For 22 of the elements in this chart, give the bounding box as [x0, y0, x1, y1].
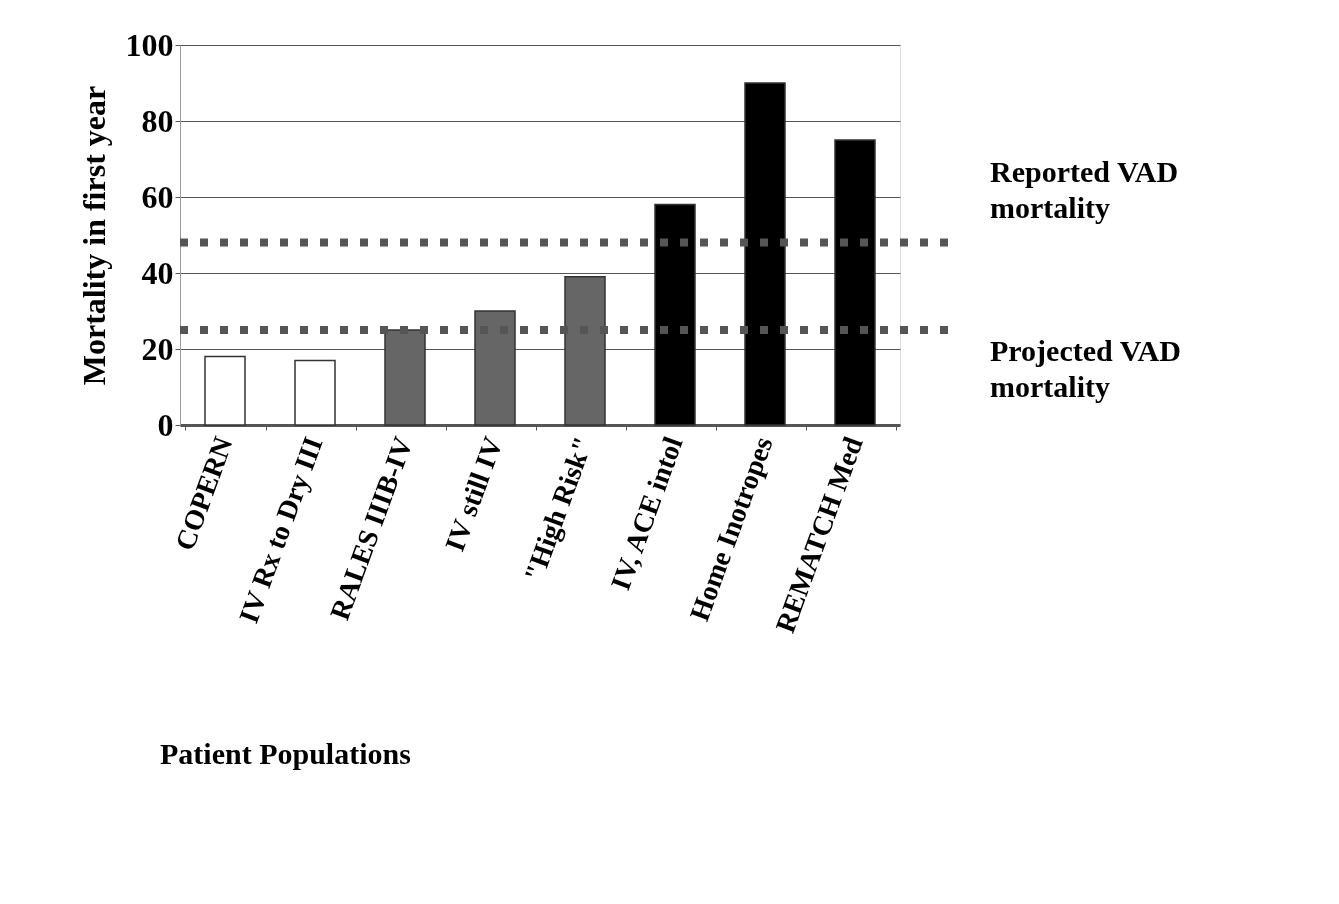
bar — [294, 359, 336, 426]
ref-line-label: Projected VAD mortality — [990, 334, 1181, 403]
x-tick-label: IV Rx to Dry III — [232, 432, 329, 627]
y-tick-label: 60 — [141, 178, 174, 215]
x-axis-title: Patient Populations — [160, 737, 411, 770]
y-tick-label: 0 — [157, 406, 174, 443]
y-tick-label: 20 — [141, 330, 174, 367]
bar — [564, 276, 606, 426]
x-tick-label: IV, ACE intol — [604, 432, 689, 595]
bar — [834, 139, 876, 426]
x-tick-label: "High Risk" — [517, 432, 599, 586]
bar — [204, 355, 246, 426]
y-tick-label: 40 — [141, 254, 174, 291]
x-tick-label: IV still IV — [438, 432, 509, 556]
y-tick-label: 100 — [125, 26, 174, 63]
bar — [654, 203, 696, 426]
y-axis-title: Mortality in first year — [75, 85, 112, 386]
ref-line-label: Reported VAD mortality — [990, 154, 1179, 224]
bar — [384, 329, 426, 426]
y-tick-label: 80 — [141, 102, 174, 139]
bar — [474, 310, 516, 426]
bar — [744, 82, 786, 426]
